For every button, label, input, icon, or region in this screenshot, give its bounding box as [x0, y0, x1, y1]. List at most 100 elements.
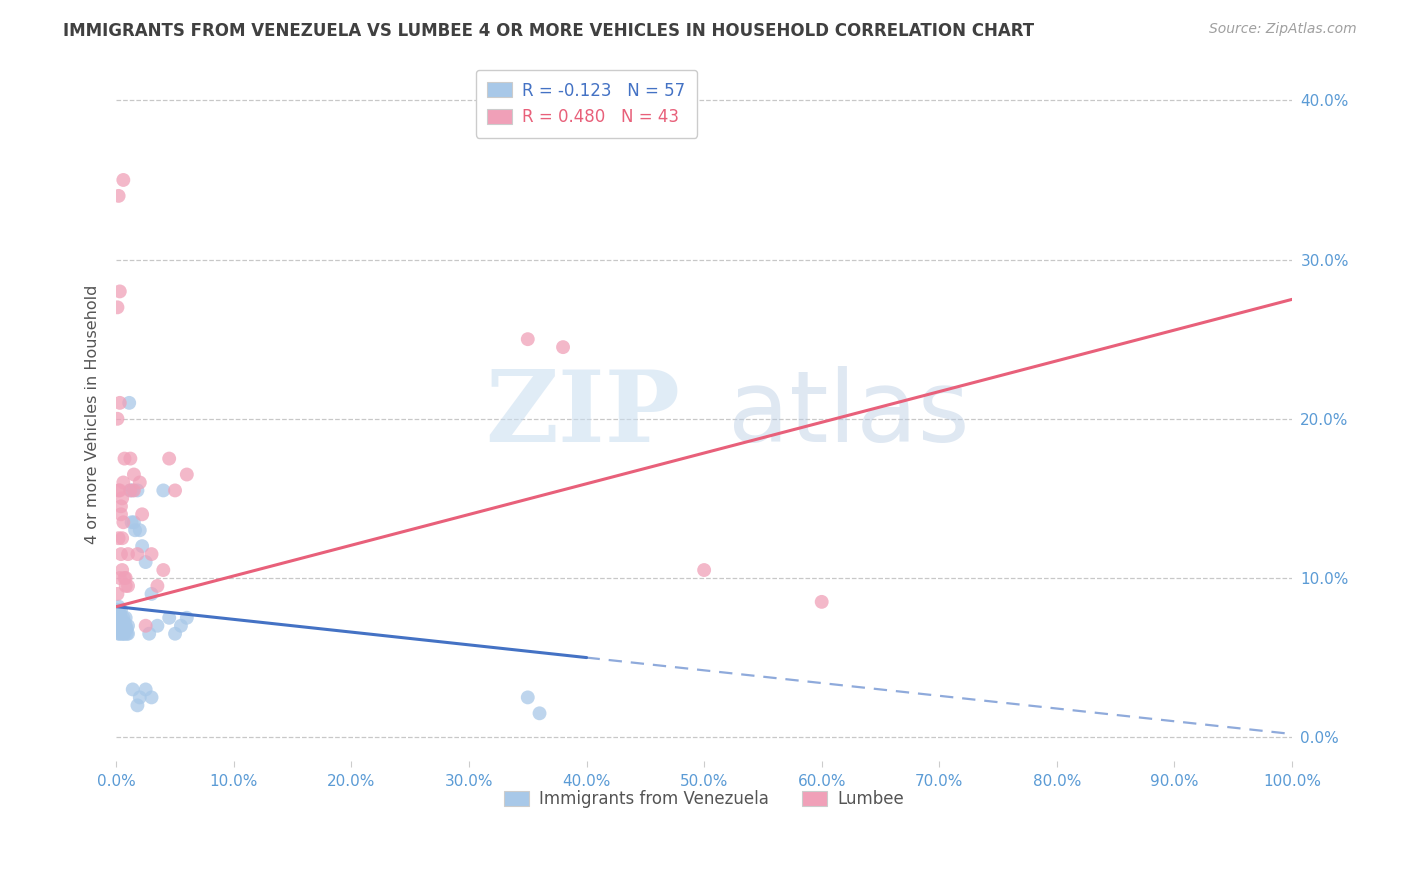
- Point: [107, 587, 129, 601]
- Point: [110, 547, 132, 561]
- Point: [141, 587, 163, 601]
- Text: atlas: atlas: [728, 367, 969, 463]
- Point: [117, 626, 139, 640]
- Point: [152, 563, 174, 577]
- Point: [111, 563, 134, 577]
- Point: [114, 622, 136, 636]
- Point: [138, 626, 160, 640]
- Legend: Immigrants from Venezuela, Lumbee: Immigrants from Venezuela, Lumbee: [498, 784, 911, 815]
- Point: [114, 571, 136, 585]
- Point: [135, 619, 157, 633]
- Point: [107, 189, 129, 203]
- Point: [110, 603, 132, 617]
- Point: [176, 467, 198, 482]
- Point: [135, 555, 157, 569]
- Point: [157, 611, 180, 625]
- Point: [108, 571, 131, 585]
- Point: [693, 563, 716, 577]
- Point: [107, 622, 129, 636]
- Point: [110, 508, 132, 522]
- Point: [108, 396, 131, 410]
- Point: [128, 523, 150, 537]
- Point: [165, 626, 187, 640]
- Point: [111, 622, 134, 636]
- Point: [122, 483, 145, 498]
- Point: [131, 539, 153, 553]
- Point: [118, 396, 141, 410]
- Point: [107, 301, 129, 315]
- Point: [108, 626, 131, 640]
- Point: [114, 611, 136, 625]
- Point: [146, 619, 169, 633]
- Point: [110, 619, 132, 633]
- Point: [141, 547, 163, 561]
- Point: [121, 682, 143, 697]
- Point: [120, 451, 142, 466]
- Point: [114, 615, 136, 630]
- Point: [152, 483, 174, 498]
- Point: [115, 622, 138, 636]
- Point: [121, 515, 143, 529]
- Point: [107, 599, 129, 614]
- Point: [135, 682, 157, 697]
- Point: [114, 619, 136, 633]
- Point: [107, 626, 129, 640]
- Point: [127, 483, 149, 498]
- Point: [121, 483, 143, 498]
- Text: IMMIGRANTS FROM VENEZUELA VS LUMBEE 4 OR MORE VEHICLES IN HOUSEHOLD CORRELATION : IMMIGRANTS FROM VENEZUELA VS LUMBEE 4 OR…: [63, 22, 1035, 40]
- Point: [108, 622, 131, 636]
- Point: [111, 491, 134, 506]
- Point: [114, 571, 136, 585]
- Point: [112, 619, 135, 633]
- Point: [157, 451, 180, 466]
- Point: [107, 619, 129, 633]
- Point: [108, 483, 131, 498]
- Point: [124, 523, 146, 537]
- Point: [114, 622, 136, 636]
- Text: ZIP: ZIP: [485, 367, 681, 463]
- Point: [117, 579, 139, 593]
- Point: [112, 475, 135, 490]
- Point: [170, 619, 193, 633]
- Point: [114, 451, 136, 466]
- Point: [146, 579, 169, 593]
- Point: [112, 515, 135, 529]
- Point: [107, 483, 129, 498]
- Y-axis label: 4 or more Vehicles in Household: 4 or more Vehicles in Household: [86, 285, 100, 544]
- Point: [529, 706, 551, 721]
- Point: [112, 626, 135, 640]
- Point: [117, 619, 139, 633]
- Point: [516, 332, 538, 346]
- Point: [110, 622, 132, 636]
- Point: [810, 595, 832, 609]
- Point: [117, 547, 139, 561]
- Point: [122, 515, 145, 529]
- Point: [108, 606, 131, 620]
- Point: [176, 611, 198, 625]
- Point: [127, 547, 149, 561]
- Point: [131, 508, 153, 522]
- Point: [114, 626, 136, 640]
- Point: [127, 698, 149, 713]
- Point: [107, 531, 129, 545]
- Point: [111, 619, 134, 633]
- Point: [111, 531, 134, 545]
- Point: [108, 285, 131, 299]
- Point: [107, 615, 129, 630]
- Point: [112, 173, 135, 187]
- Point: [107, 603, 129, 617]
- Point: [120, 483, 142, 498]
- Point: [128, 475, 150, 490]
- Point: [128, 690, 150, 705]
- Point: [111, 615, 134, 630]
- Text: Source: ZipAtlas.com: Source: ZipAtlas.com: [1209, 22, 1357, 37]
- Point: [165, 483, 187, 498]
- Point: [551, 340, 574, 354]
- Point: [111, 626, 134, 640]
- Point: [115, 626, 138, 640]
- Point: [112, 611, 135, 625]
- Point: [516, 690, 538, 705]
- Point: [141, 690, 163, 705]
- Point: [114, 579, 136, 593]
- Point: [122, 467, 145, 482]
